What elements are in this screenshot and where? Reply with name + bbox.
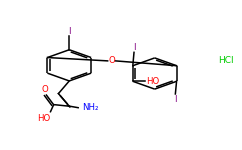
- Text: NH₂: NH₂: [83, 103, 99, 112]
- Text: O: O: [109, 56, 115, 65]
- Text: I: I: [68, 27, 70, 36]
- Text: HO: HO: [146, 77, 159, 86]
- Text: HO: HO: [37, 114, 50, 123]
- Text: O: O: [41, 85, 48, 94]
- Text: I: I: [174, 95, 177, 104]
- Text: HCl: HCl: [219, 56, 234, 65]
- Text: I: I: [133, 43, 135, 52]
